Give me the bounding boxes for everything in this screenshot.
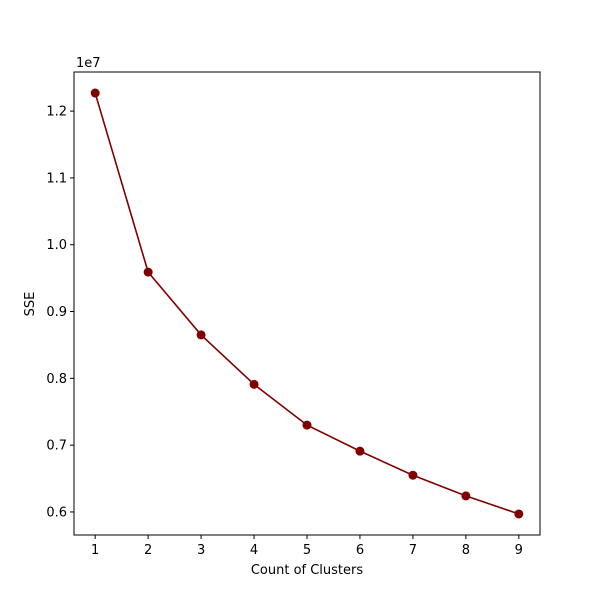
y-tick-label: 0.9: [46, 305, 67, 320]
point: [196, 330, 206, 340]
point: [249, 379, 259, 389]
x-tick-label: 5: [303, 543, 311, 558]
point: [90, 88, 100, 98]
point: [355, 446, 365, 456]
y-tick-label: 0.6: [46, 505, 67, 520]
x-tick-label: 3: [197, 543, 205, 558]
y-tick-label: 1.1: [46, 171, 67, 186]
y-tick-label: 0.7: [46, 439, 67, 454]
y-axis-label: SSE: [23, 292, 38, 317]
y-offset-label: 1e7: [76, 56, 101, 71]
point: [461, 491, 471, 501]
y-tick-label: 0.8: [46, 372, 67, 387]
point: [143, 267, 153, 277]
x-tick-label: 8: [462, 543, 470, 558]
x-tick-label: 6: [356, 543, 364, 558]
x-tick-label: 9: [515, 543, 523, 558]
x-tick-label: 7: [409, 543, 417, 558]
x-axis-label: Count of Clusters: [251, 563, 364, 578]
y-tick-label: 1.2: [46, 105, 67, 120]
point: [514, 509, 524, 519]
plot-frame: [73, 71, 541, 536]
point: [302, 420, 312, 430]
y-tick-label: 1.0: [46, 238, 67, 253]
x-tick-label: 1: [91, 543, 99, 558]
x-tick-label: 2: [144, 543, 152, 558]
x-tick-label: 4: [250, 543, 258, 558]
point: [408, 470, 418, 480]
